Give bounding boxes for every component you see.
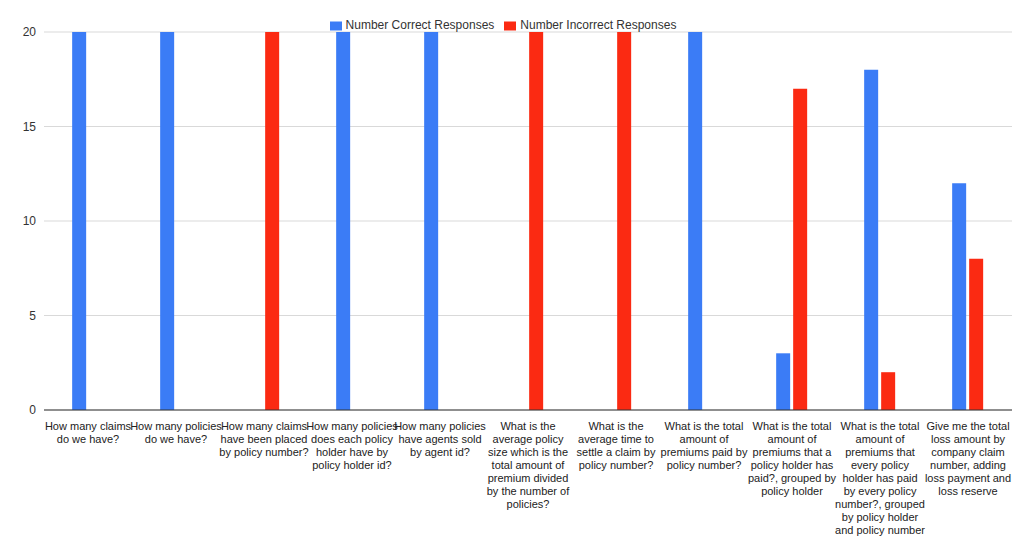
svg-text:What is theaverage policysize: What is theaverage policysize which is t… xyxy=(487,420,570,510)
svg-text:How many policiesdoes each pol: How many policiesdoes each policyholder … xyxy=(306,420,398,471)
svg-text:What is the totalamount ofprem: What is the totalamount ofpremiums that … xyxy=(748,420,837,497)
svg-text:How many policiesdo we have?: How many policiesdo we have? xyxy=(130,420,222,445)
svg-text:How many claimsdo we have?: How many claimsdo we have? xyxy=(45,420,132,445)
svg-text:0: 0 xyxy=(29,403,36,417)
svg-text:15: 15 xyxy=(23,120,37,134)
svg-text:20: 20 xyxy=(23,25,37,39)
svg-text:5: 5 xyxy=(29,309,36,323)
svg-text:What is theaverage time tosett: What is theaverage time tosettle a claim… xyxy=(577,420,656,471)
svg-text:How many claimshave been place: How many claimshave been placedby policy… xyxy=(219,420,308,458)
html-text:Number Incorrect Responses: Number Incorrect Responses xyxy=(520,18,677,32)
svg-text:What is the totalamount ofprem: What is the totalamount ofpremiums paid … xyxy=(661,420,748,471)
html-text:Number Correct Responses: Number Correct Responses xyxy=(345,18,495,32)
svg-text:How many policieshave agents s: How many policieshave agents soldby agen… xyxy=(394,420,486,458)
svg-text:Give me the totalloss amount b: Give me the totalloss amount bycompany c… xyxy=(925,420,1011,497)
svg-text:10: 10 xyxy=(23,214,37,228)
svg-text:What is the totalamount ofprem: What is the totalamount ofpremiums thate… xyxy=(835,420,925,536)
